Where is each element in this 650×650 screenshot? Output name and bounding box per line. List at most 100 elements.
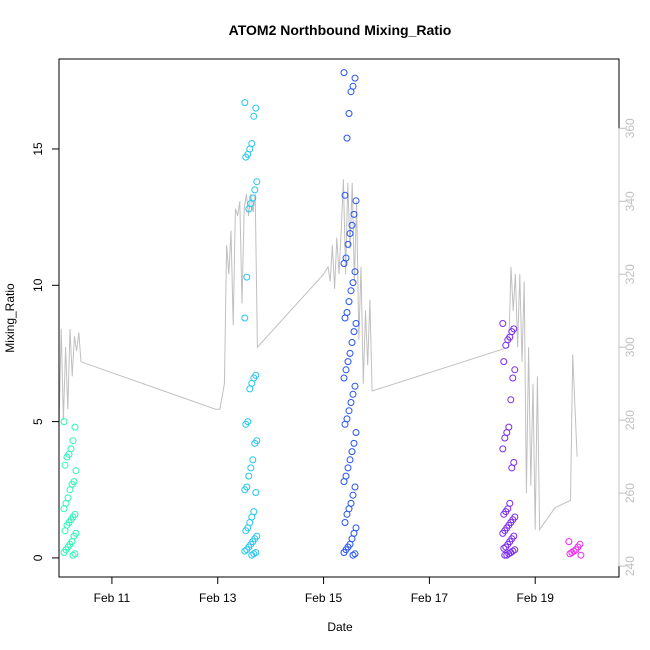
data-point xyxy=(347,399,355,406)
data-point xyxy=(344,240,352,248)
data-point xyxy=(242,420,250,428)
data-point xyxy=(249,456,257,464)
data-point xyxy=(568,549,576,556)
data-point xyxy=(349,279,357,287)
data-point xyxy=(60,418,68,426)
data-point xyxy=(340,549,348,556)
y-tick-label-left: 15 xyxy=(31,142,45,156)
data-point xyxy=(350,328,358,336)
data-point xyxy=(340,478,348,486)
data-point xyxy=(351,382,359,390)
data-point xyxy=(250,550,258,558)
chart-title: ATOM2 Northbound Mixing_Ratio xyxy=(229,22,452,38)
data-point xyxy=(503,551,511,559)
data-point xyxy=(499,320,507,327)
data-point xyxy=(345,407,353,415)
data-point xyxy=(500,510,508,518)
data-point xyxy=(342,366,350,374)
data-point xyxy=(350,210,358,218)
data-point xyxy=(348,221,356,229)
data-point xyxy=(245,205,253,213)
y-tick-label-left: 5 xyxy=(31,418,45,425)
data-point xyxy=(500,544,508,552)
y-tick-label-right: 280 xyxy=(623,410,637,430)
data-point xyxy=(61,461,69,469)
data-point xyxy=(352,429,360,436)
data-point xyxy=(241,314,249,322)
data-point xyxy=(509,374,517,382)
data-point xyxy=(63,453,71,461)
data-point xyxy=(344,464,352,472)
data-point xyxy=(340,260,348,267)
data-point xyxy=(341,420,349,428)
points-layer xyxy=(60,69,585,559)
data-point xyxy=(341,519,349,526)
y-axis-label: Mixing_Ratio xyxy=(3,283,17,353)
data-point xyxy=(252,104,260,112)
data-point xyxy=(348,339,356,346)
data-point xyxy=(253,178,261,186)
data-point xyxy=(340,69,348,77)
data-point xyxy=(501,551,509,559)
data-point xyxy=(346,349,354,357)
data-point xyxy=(241,99,249,107)
data-point xyxy=(505,550,513,558)
data-point xyxy=(71,550,79,558)
data-point xyxy=(250,112,258,120)
data-point xyxy=(499,529,507,537)
x-tick-label: Feb 15 xyxy=(305,591,343,605)
data-point xyxy=(499,445,507,453)
data-point xyxy=(349,390,357,398)
data-point xyxy=(352,320,360,327)
data-point xyxy=(346,230,354,237)
data-point xyxy=(345,110,353,117)
data-point xyxy=(69,437,77,445)
data-point xyxy=(345,298,353,306)
data-point xyxy=(351,74,359,82)
data-point xyxy=(502,341,510,349)
data-point xyxy=(511,366,519,374)
data-point xyxy=(502,543,510,551)
data-point xyxy=(72,467,80,475)
data-point xyxy=(242,527,250,535)
x-tick-label: Feb 13 xyxy=(199,591,237,605)
y-tick-label-right: 320 xyxy=(623,264,637,284)
data-point xyxy=(350,439,358,447)
data-point xyxy=(343,510,351,518)
data-point xyxy=(351,268,359,276)
data-point xyxy=(245,472,253,480)
data-point xyxy=(248,551,256,559)
x-axis: Feb 11 Feb 13 Feb 15 Feb 17 Feb 19 xyxy=(94,576,555,605)
y-tick-label-right: 340 xyxy=(623,191,637,211)
data-point xyxy=(247,464,255,472)
data-point xyxy=(251,439,259,447)
data-point xyxy=(501,434,509,442)
data-point xyxy=(246,385,254,393)
y-tick-label-right: 260 xyxy=(623,483,637,503)
y-tick-label-right: 360 xyxy=(623,118,637,138)
x-tick-label: Feb 17 xyxy=(411,591,449,605)
data-point xyxy=(341,191,349,199)
y-tick-label-left: 0 xyxy=(31,554,45,561)
data-point xyxy=(351,550,359,558)
data-point xyxy=(341,314,349,322)
data-point xyxy=(347,88,355,96)
data-point xyxy=(243,546,251,554)
data-point xyxy=(66,486,74,494)
data-point xyxy=(507,396,515,404)
data-point xyxy=(340,374,348,382)
data-point xyxy=(351,483,359,491)
y-tick-label-right: 300 xyxy=(623,337,637,357)
x-tick-label: Feb 19 xyxy=(517,591,555,605)
line-layer xyxy=(58,179,578,532)
data-point xyxy=(500,358,508,366)
data-point xyxy=(577,551,585,559)
x-tick-label: Feb 11 xyxy=(94,591,131,605)
y-tick-label-left: 10 xyxy=(31,278,45,292)
y-axis-left: 0 5 10 15 xyxy=(31,142,60,561)
data-point xyxy=(352,197,360,205)
data-point xyxy=(251,186,259,194)
data-point xyxy=(348,448,356,456)
data-point xyxy=(241,486,249,494)
